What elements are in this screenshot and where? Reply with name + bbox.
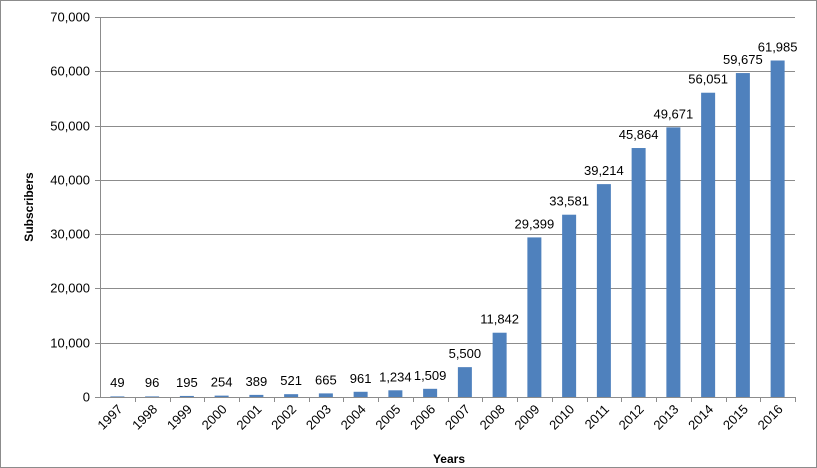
bar-2003 bbox=[318, 393, 333, 397]
bar-2010 bbox=[562, 214, 577, 397]
data-label-2000: 254 bbox=[211, 375, 233, 390]
y-tick-label: 50,000 bbox=[50, 119, 90, 134]
data-label-2002: 521 bbox=[280, 373, 302, 388]
bar-1999 bbox=[179, 395, 194, 397]
bar-1998 bbox=[145, 396, 160, 397]
bar-2014 bbox=[701, 92, 716, 397]
y-axis-title: Subscribers bbox=[22, 172, 36, 242]
data-label-2003: 665 bbox=[315, 372, 337, 387]
data-label-2009: 29,399 bbox=[514, 216, 554, 231]
y-tick-label: 0 bbox=[83, 390, 90, 405]
bar-2005 bbox=[388, 390, 403, 397]
data-label-2006: 1,509 bbox=[414, 368, 447, 383]
data-label-1998: 96 bbox=[145, 375, 159, 390]
bar-2006 bbox=[423, 388, 438, 397]
bar-2013 bbox=[666, 127, 681, 398]
bar-2001 bbox=[249, 394, 264, 397]
bars bbox=[110, 60, 785, 398]
bar-2008 bbox=[492, 332, 507, 397]
data-label-1999: 195 bbox=[176, 375, 198, 390]
data-label-2008: 11,842 bbox=[480, 312, 519, 327]
bar-2007 bbox=[457, 367, 472, 397]
data-label-2010: 33,581 bbox=[549, 194, 589, 209]
bar-2000 bbox=[214, 395, 229, 397]
bar-2016 bbox=[770, 60, 785, 397]
data-label-2015: 59,675 bbox=[723, 52, 763, 67]
data-label-2001: 389 bbox=[246, 374, 268, 389]
x-axis-title: Years bbox=[433, 452, 465, 466]
bar-2012 bbox=[631, 148, 646, 397]
bar-2011 bbox=[596, 184, 611, 397]
data-label-2005: 1,234 bbox=[379, 369, 412, 384]
y-tick-label: 70,000 bbox=[50, 10, 90, 25]
bar-2015 bbox=[735, 73, 750, 398]
y-tick-label: 60,000 bbox=[50, 64, 90, 79]
data-label-2016: 61,985 bbox=[758, 40, 798, 55]
y-tick-label: 10,000 bbox=[50, 336, 90, 351]
y-tick-label: 40,000 bbox=[50, 173, 90, 188]
y-tick-label: 30,000 bbox=[50, 227, 90, 242]
data-label-2014: 56,051 bbox=[688, 72, 728, 87]
data-label-2007: 5,500 bbox=[449, 346, 482, 361]
data-label-2004: 961 bbox=[350, 371, 372, 386]
data-label-2011: 39,214 bbox=[584, 163, 624, 178]
bar-1997 bbox=[110, 396, 125, 397]
data-label-2013: 49,671 bbox=[653, 106, 693, 121]
data-label-1997: 49 bbox=[110, 375, 124, 390]
y-tick-label: 20,000 bbox=[50, 281, 90, 296]
bar-2009 bbox=[527, 237, 542, 397]
bar-2002 bbox=[284, 394, 299, 397]
data-label-2012: 45,864 bbox=[619, 127, 659, 142]
bar-2004 bbox=[353, 391, 368, 397]
